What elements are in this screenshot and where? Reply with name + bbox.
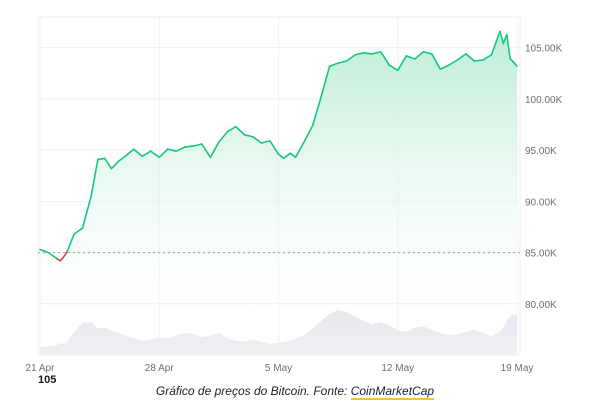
- price-line-segment: [252, 136, 263, 144]
- price-line-segment: [490, 30, 501, 56]
- price-line-segment: [175, 146, 186, 152]
- price-line-segment: [141, 150, 152, 158]
- price-line-segment: [505, 33, 512, 60]
- price-line-segment: [90, 158, 99, 197]
- price-line-segment: [448, 59, 459, 66]
- price-line-segment: [73, 227, 84, 235]
- price-line-segment: [512, 61, 518, 67]
- x-tick-label: 12 May: [381, 363, 414, 374]
- price-line-segment: [328, 62, 339, 67]
- price-line-segment: [465, 53, 476, 62]
- price-line-segment: [260, 140, 271, 144]
- x-tick-label: 28 Apr: [145, 363, 175, 374]
- price-line-segment: [405, 55, 416, 60]
- price-line-segment: [303, 124, 314, 143]
- y-tick-label: 85.00K: [525, 249, 557, 260]
- price-line-segment: [226, 125, 237, 133]
- price-line-segment: [39, 248, 50, 254]
- price-line-segment: [158, 148, 169, 159]
- price-line-segment: [388, 64, 399, 72]
- y-tick-label: 90.00K: [525, 197, 557, 208]
- price-line: [39, 30, 518, 262]
- price-line-segment: [218, 130, 229, 143]
- price-line-segment: [371, 50, 382, 55]
- price-line-segment: [59, 255, 65, 262]
- price-line-segment: [289, 152, 297, 159]
- price-line-segment: [422, 50, 433, 55]
- price-line-segment: [201, 143, 212, 159]
- price-line-segment: [269, 140, 280, 155]
- price-line-segment: [110, 160, 120, 170]
- price-line-segment: [167, 148, 178, 152]
- price-line-segment: [439, 64, 450, 70]
- x-axis-ticks: 21 Apr 28 Apr 5 May 12 May 19 May: [26, 363, 534, 374]
- price-line-segment: [117, 155, 126, 163]
- y-tick-label: 105.00K: [525, 44, 563, 55]
- price-line-segment: [413, 50, 425, 60]
- price-line-segment: [354, 51, 365, 56]
- price-line-segment: [66, 233, 75, 253]
- price-line-segment: [282, 152, 292, 160]
- price-line-segment: [294, 141, 305, 159]
- price-line-segment: [235, 125, 246, 136]
- price-line-segment: [396, 55, 408, 72]
- price-line-segment: [482, 54, 493, 61]
- caption-source-link[interactable]: CoinMarketCap: [350, 384, 435, 400]
- price-area-fill: [40, 31, 517, 356]
- y-tick-label: 80.00K: [525, 300, 557, 311]
- y-axis-ticks: 80.00K 85.00K 90.00K 95.00K 100.00K 105.00K: [525, 44, 563, 311]
- price-line-segment: [430, 53, 442, 70]
- price-badge: 105: [38, 374, 56, 386]
- price-line-segment: [337, 60, 348, 64]
- y-tick-label: 95.00K: [525, 146, 557, 157]
- x-tick-label: 21 Apr: [26, 363, 56, 374]
- price-line-segment: [362, 51, 374, 55]
- area-shape: [40, 31, 517, 356]
- price-line-segment: [192, 143, 203, 147]
- price-line-segment: [277, 153, 285, 160]
- x-tick-label: 19 May: [501, 363, 534, 374]
- price-line-segment: [103, 157, 113, 170]
- price-line-segment: [149, 150, 161, 159]
- price-line-segment: [97, 157, 106, 161]
- price-line-segment: [320, 65, 331, 98]
- price-line-segment: [499, 30, 505, 45]
- price-line-segment: [62, 250, 69, 258]
- price-line-segment: [456, 53, 467, 61]
- price-line-segment: [124, 148, 135, 158]
- price-line-segment: [243, 134, 254, 138]
- caption-text: Gráfico de preços do Bitcoin. Fonte:: [155, 384, 351, 398]
- x-tick-label: 5 May: [265, 363, 292, 374]
- price-line-segment: [345, 54, 357, 62]
- price-line-segment: [47, 251, 58, 260]
- price-line-segment: [81, 195, 92, 229]
- y-tick-label: 100.00K: [525, 95, 563, 106]
- price-line-segment: [473, 59, 484, 62]
- price-line-segment: [184, 145, 195, 148]
- caption: Gráfico de preços do Bitcoin. Fonte: Coi…: [0, 384, 590, 400]
- price-line-segment: [132, 148, 143, 158]
- price-line-segment: [311, 96, 322, 127]
- price-line-segment: [379, 50, 391, 66]
- price-line-segment: [209, 141, 220, 159]
